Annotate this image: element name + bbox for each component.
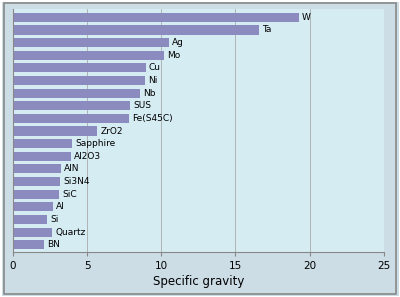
Text: Cu: Cu [149, 63, 161, 72]
Bar [13, 114, 129, 123]
Bar [13, 202, 53, 211]
Text: Mo: Mo [167, 51, 180, 60]
Bar [13, 51, 164, 60]
Text: SUS: SUS [134, 101, 152, 110]
Bar [13, 38, 169, 47]
Bar [13, 164, 61, 173]
Bar [13, 63, 146, 72]
Text: Al2O3: Al2O3 [74, 152, 101, 161]
Text: Quartz: Quartz [55, 228, 86, 237]
Bar [13, 101, 130, 110]
Bar [13, 13, 299, 22]
Bar [13, 152, 71, 161]
Text: W: W [302, 13, 311, 22]
Text: Nb: Nb [143, 89, 156, 98]
Text: ZrO2: ZrO2 [100, 127, 123, 135]
Text: Ni: Ni [148, 76, 157, 85]
Bar [13, 76, 145, 85]
Text: Si: Si [50, 215, 59, 224]
Bar [13, 89, 140, 98]
Text: BN: BN [47, 240, 60, 249]
Bar [13, 228, 52, 237]
Text: Fe(S45C): Fe(S45C) [132, 114, 173, 123]
Text: Ta: Ta [262, 26, 272, 34]
Text: AlN: AlN [64, 165, 80, 173]
Bar [13, 240, 44, 249]
Bar [13, 26, 259, 34]
Bar [13, 190, 59, 199]
Bar [13, 127, 97, 136]
Text: Sapphire: Sapphire [75, 139, 115, 148]
Text: Ag: Ag [172, 38, 184, 47]
Text: Si3N4: Si3N4 [63, 177, 90, 186]
X-axis label: Specific gravity: Specific gravity [153, 276, 244, 288]
Bar [13, 215, 47, 224]
Bar [13, 177, 60, 186]
Text: SiC: SiC [62, 190, 77, 199]
Bar [13, 139, 72, 148]
Text: Al: Al [56, 202, 64, 211]
